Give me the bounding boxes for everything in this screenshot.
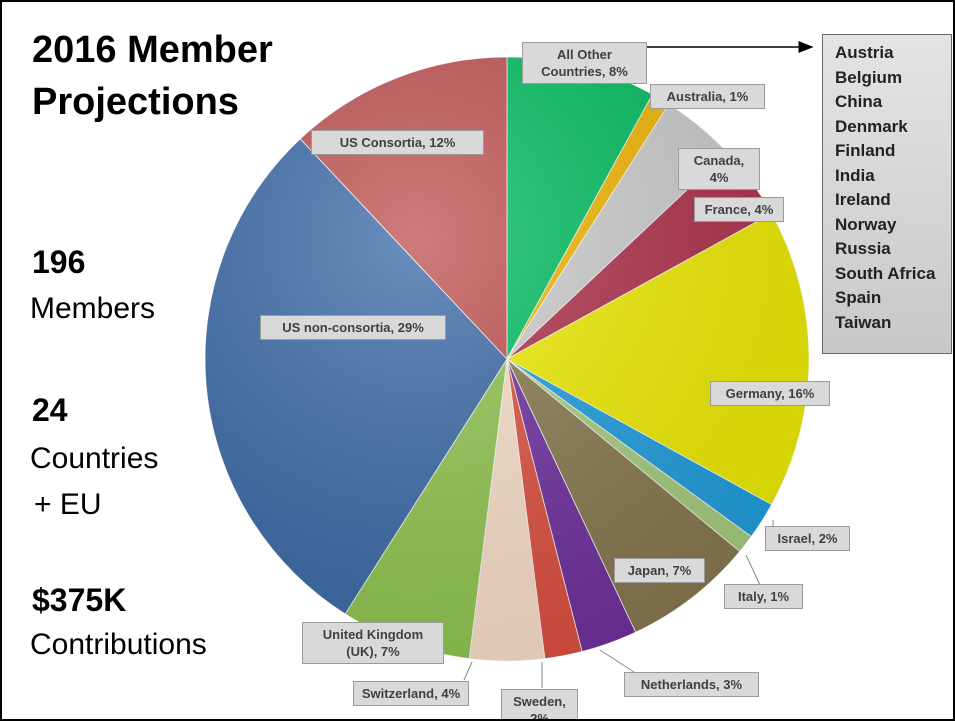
data-label: Germany, 16% <box>710 381 830 406</box>
country-name: Denmark <box>835 116 908 136</box>
title: 2016 Member Projections <box>32 29 273 123</box>
country-name: India <box>835 165 875 185</box>
data-label: Italy, 1% <box>724 584 803 609</box>
stat-label: Members <box>30 292 156 325</box>
country-name: Finland <box>835 141 896 160</box>
data-label: United Kingdom (UK), 7% <box>302 622 444 664</box>
data-label: France, 4% <box>694 197 784 222</box>
stat-label: Contributions <box>30 628 207 661</box>
country-name: Spain <box>835 288 882 307</box>
data-label: Japan, 7% <box>614 558 705 583</box>
other-countries-box: Austria Belgium China Denmark Finland India Ir… <box>822 34 952 354</box>
data-label: Switzerland, 4% <box>353 681 469 706</box>
country-name: Russia <box>835 239 891 258</box>
country-name: Norway <box>835 214 897 234</box>
stat-value: 24 <box>32 392 68 428</box>
data-label: Israel, 2% <box>765 526 850 551</box>
stat-value: $375K <box>32 582 127 618</box>
country-name: Belgium <box>835 67 903 87</box>
data-label: All Other Countries, 8% <box>522 42 647 84</box>
stat-label: Countries <box>30 442 159 475</box>
country-name: South Africa <box>835 263 936 283</box>
data-label: Canada, 4% <box>678 148 760 190</box>
stat-value: 196 <box>32 244 86 280</box>
data-label: Sweden, 2% <box>501 689 578 719</box>
data-label: Netherlands, 3% <box>624 672 759 697</box>
country-name: Taiwan <box>835 312 892 332</box>
data-label: US Consortia, 12% <box>311 130 484 155</box>
country-name: Ireland <box>835 190 891 209</box>
country-name: China <box>835 92 883 111</box>
country-name: Austria <box>835 43 894 62</box>
data-label: US non-consortia, 29% <box>260 315 446 340</box>
stat-note: + EU <box>34 488 102 521</box>
data-label: Australia, 1% <box>650 84 765 109</box>
